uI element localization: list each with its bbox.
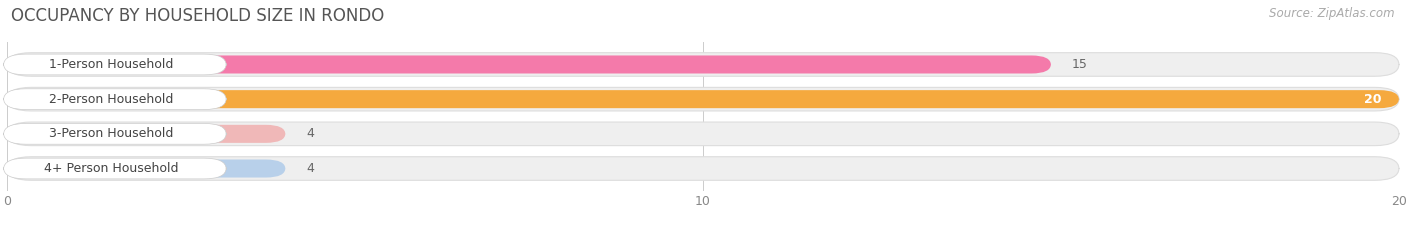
FancyBboxPatch shape <box>7 53 1399 76</box>
FancyBboxPatch shape <box>4 123 226 144</box>
FancyBboxPatch shape <box>7 157 1399 180</box>
FancyBboxPatch shape <box>7 122 1399 146</box>
FancyBboxPatch shape <box>4 89 226 110</box>
FancyBboxPatch shape <box>7 55 1052 73</box>
Text: 15: 15 <box>1071 58 1088 71</box>
Text: 3-Person Household: 3-Person Household <box>49 127 173 140</box>
Text: Source: ZipAtlas.com: Source: ZipAtlas.com <box>1270 7 1395 20</box>
Text: OCCUPANCY BY HOUSEHOLD SIZE IN RONDO: OCCUPANCY BY HOUSEHOLD SIZE IN RONDO <box>11 7 384 25</box>
FancyBboxPatch shape <box>4 54 226 75</box>
Text: 2-Person Household: 2-Person Household <box>49 93 173 106</box>
FancyBboxPatch shape <box>4 158 226 179</box>
Text: 20: 20 <box>1364 93 1382 106</box>
FancyBboxPatch shape <box>7 160 285 178</box>
Text: 4: 4 <box>307 127 314 140</box>
FancyBboxPatch shape <box>7 87 1399 111</box>
FancyBboxPatch shape <box>7 125 285 143</box>
FancyBboxPatch shape <box>7 90 1399 108</box>
Text: 1-Person Household: 1-Person Household <box>49 58 173 71</box>
Text: 4+ Person Household: 4+ Person Household <box>44 162 179 175</box>
Text: 4: 4 <box>307 162 314 175</box>
